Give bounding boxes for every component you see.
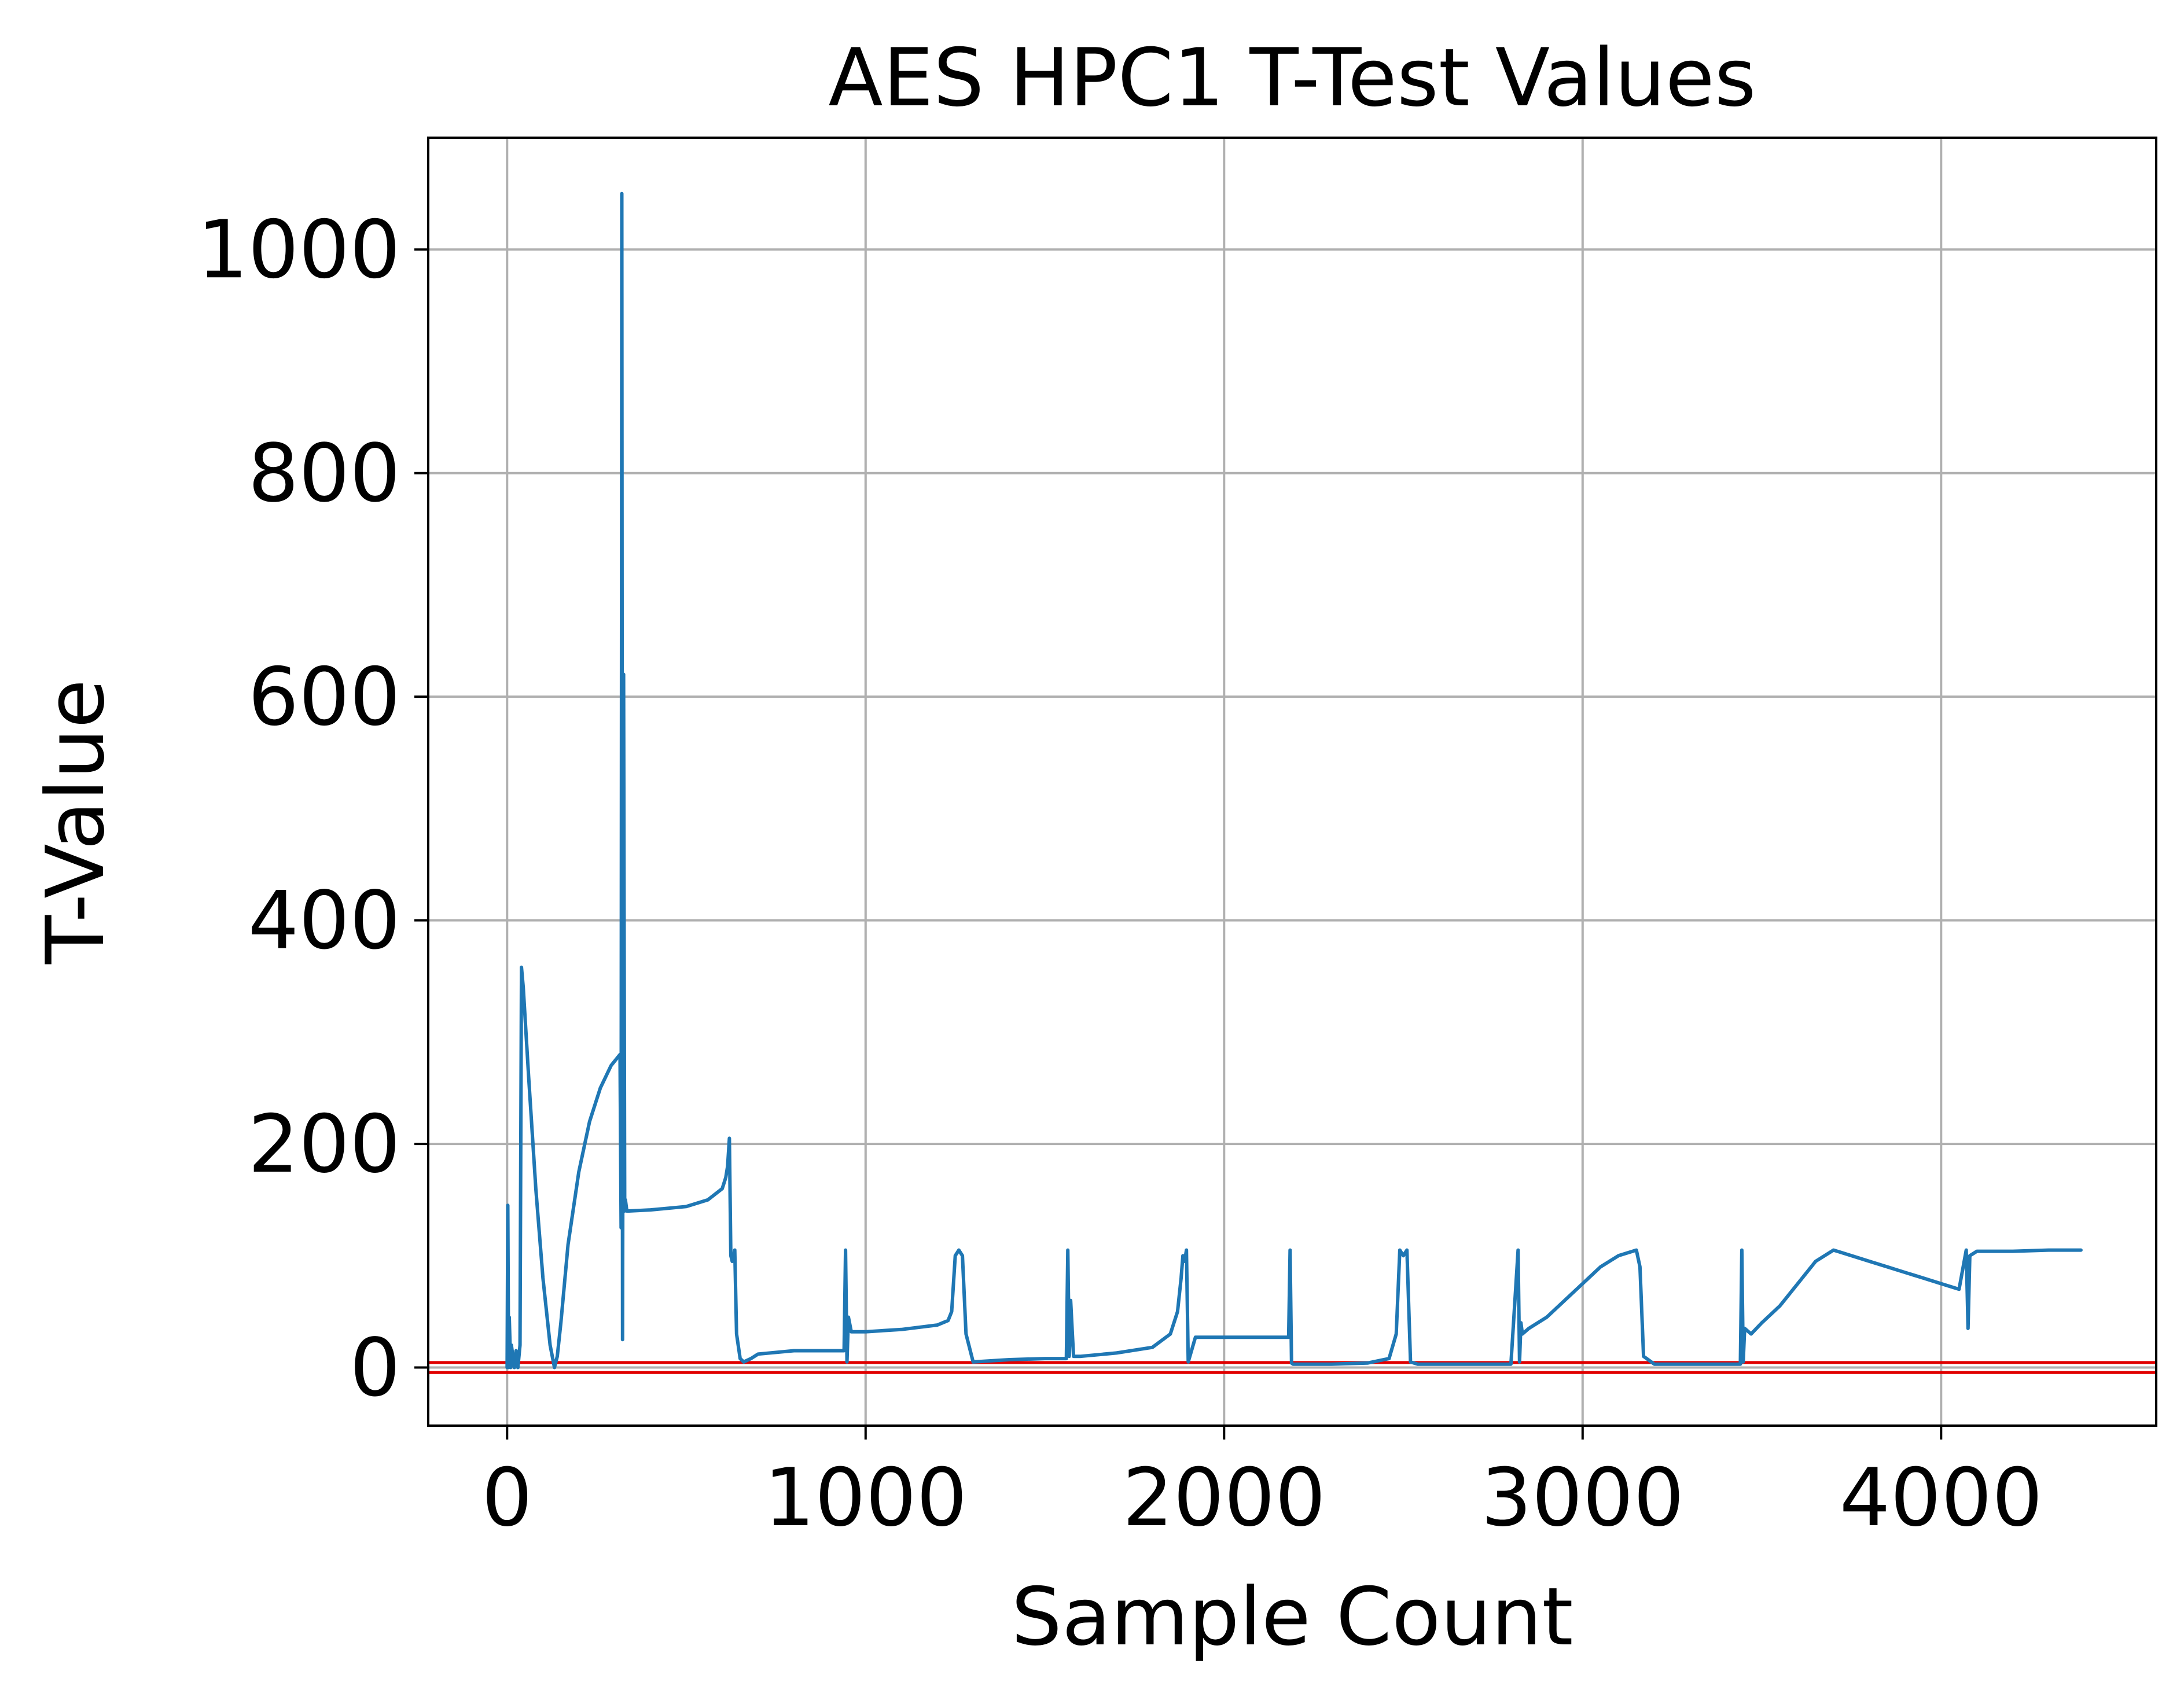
- x-tick-label: 2000: [1123, 1451, 1326, 1544]
- series-line: [505, 192, 2083, 1370]
- grid-layer: [428, 138, 2156, 1426]
- y-tick-label: 400: [248, 874, 400, 967]
- series-layer: [505, 192, 2083, 1370]
- y-tick-label: 800: [248, 427, 400, 520]
- x-tick-label: 1000: [764, 1451, 967, 1544]
- plot-frame: [427, 137, 2157, 1427]
- y-tick-label: 0: [350, 1321, 400, 1415]
- y-tick-label: 600: [248, 650, 400, 743]
- y-tick-label: 200: [248, 1098, 400, 1191]
- chart-title: AES HPC1 T-Test Values: [828, 31, 1756, 124]
- y-axis-label: T-Value: [29, 679, 122, 965]
- tick-layer: 0 1000 2000 3000 4000 0 200 400 600 800 1000: [197, 203, 2043, 1544]
- x-tick-label: 0: [481, 1451, 532, 1544]
- x-tick-label: 3000: [1481, 1451, 1684, 1544]
- x-tick-label: 4000: [1840, 1451, 2043, 1544]
- y-tick-label: 1000: [197, 203, 400, 296]
- x-axis-label: Sample Count: [1011, 1570, 1573, 1663]
